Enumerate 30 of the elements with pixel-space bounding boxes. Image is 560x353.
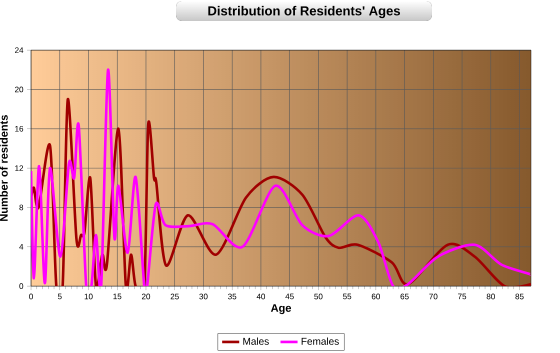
- x-tick-label: 30: [199, 294, 208, 300]
- y-tick-label: 24: [15, 47, 24, 53]
- x-tick-label: 45: [285, 294, 294, 300]
- x-tick-label: 65: [400, 294, 409, 300]
- x-tick-label: 55: [342, 294, 352, 300]
- x-tick-label: 15: [113, 294, 122, 300]
- x-tick-label: 80: [486, 294, 495, 300]
- legend-label: Females: [302, 338, 339, 345]
- y-axis-title: Number of residents: [0, 115, 8, 221]
- y-tick-label: 16: [15, 126, 24, 132]
- x-tick-label: 40: [256, 294, 266, 300]
- y-tick-label: 8: [19, 204, 24, 210]
- x-tick-label: 20: [142, 294, 150, 300]
- y-tick-label: 4: [19, 244, 24, 250]
- x-tick-label: 10: [84, 294, 93, 300]
- x-tick-label: 25: [170, 294, 179, 300]
- x-axis-title: Age: [270, 304, 292, 314]
- legend-label: Males: [243, 338, 269, 345]
- chart-title: Distribution of Residents' Ages: [208, 6, 400, 18]
- x-tick-label: 50: [314, 294, 323, 300]
- y-tick-label: 0: [19, 283, 24, 289]
- x-tick-label: 35: [228, 294, 236, 300]
- x-tick-label: 0: [29, 294, 33, 300]
- y-tick-label: 12: [15, 165, 24, 171]
- x-tick-label: 5: [58, 294, 62, 300]
- x-tick-label: 60: [372, 294, 380, 300]
- x-tick-label: 70: [429, 294, 438, 300]
- y-tick-label: 20: [15, 86, 24, 92]
- x-tick-label: 85: [515, 294, 524, 300]
- x-tick-label: 75: [458, 294, 466, 300]
